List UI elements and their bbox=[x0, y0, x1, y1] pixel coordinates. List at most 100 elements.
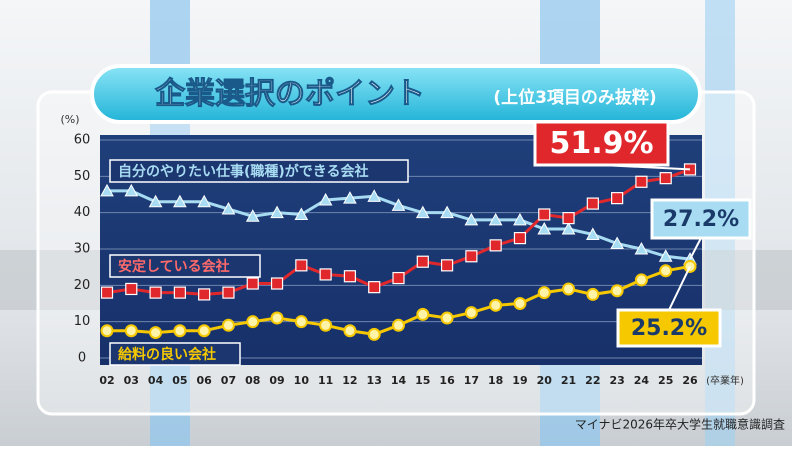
marker bbox=[440, 259, 454, 272]
marker bbox=[635, 175, 648, 188]
callout-pointer bbox=[689, 237, 702, 260]
x-tick-label: 26 bbox=[682, 374, 698, 387]
x-tick-label: 12 bbox=[342, 374, 357, 387]
y-tick-label: 20 bbox=[74, 278, 91, 293]
marker bbox=[585, 227, 600, 240]
marker bbox=[368, 281, 381, 294]
marker bbox=[415, 205, 430, 219]
marker bbox=[538, 208, 551, 221]
marker bbox=[197, 194, 212, 208]
chart-title: 企業選択のポイント bbox=[155, 77, 425, 112]
x-tick-label: 19 bbox=[512, 374, 527, 387]
marker bbox=[367, 327, 381, 341]
marker bbox=[416, 307, 430, 321]
marker bbox=[634, 241, 649, 255]
x-tick-label: 16 bbox=[439, 374, 455, 387]
marker bbox=[391, 198, 406, 211]
marker bbox=[221, 318, 235, 332]
callout-pointer bbox=[601, 164, 691, 171]
x-tick-label: 03 bbox=[124, 374, 139, 387]
x-tick-label: 05 bbox=[172, 374, 187, 387]
legend-box bbox=[109, 159, 409, 183]
y-tick-label: 30 bbox=[74, 242, 91, 257]
marker bbox=[659, 172, 672, 185]
x-tick-label: 21 bbox=[561, 374, 576, 387]
marker bbox=[221, 201, 236, 215]
legend-box bbox=[109, 342, 241, 366]
marker bbox=[246, 277, 259, 290]
marker bbox=[658, 249, 673, 262]
callout-box bbox=[650, 198, 752, 240]
callout-box bbox=[533, 120, 670, 167]
marker bbox=[343, 191, 357, 204]
marker bbox=[319, 318, 333, 332]
marker bbox=[537, 286, 551, 300]
marker bbox=[489, 298, 503, 312]
marker bbox=[295, 259, 308, 272]
y-unit: (%) bbox=[60, 113, 79, 126]
marker bbox=[173, 194, 187, 208]
marker bbox=[343, 324, 357, 338]
marker bbox=[513, 212, 527, 226]
x-tick-label: 08 bbox=[245, 374, 260, 387]
x-tick-label: 15 bbox=[415, 374, 430, 387]
x-tick-label: 24 bbox=[634, 374, 650, 387]
marker bbox=[611, 192, 624, 205]
y-tick-label: 50 bbox=[74, 169, 91, 184]
x-tick-label: 02 bbox=[99, 374, 114, 387]
x-tick-label: 14 bbox=[391, 374, 407, 387]
marker bbox=[222, 286, 235, 299]
marker bbox=[149, 286, 162, 299]
marker bbox=[197, 324, 211, 338]
title-pill bbox=[90, 64, 702, 124]
x-unit: (卒業年) bbox=[706, 374, 744, 387]
marker bbox=[319, 268, 332, 281]
y-tick-label: 10 bbox=[74, 314, 91, 329]
x-tick-label: 13 bbox=[367, 374, 382, 387]
marker bbox=[343, 270, 357, 283]
marker bbox=[148, 194, 163, 208]
y-tick-label: 40 bbox=[74, 205, 91, 220]
marker bbox=[513, 232, 527, 245]
marker bbox=[270, 277, 284, 290]
legend-box bbox=[109, 254, 261, 278]
callout-pointer bbox=[668, 266, 691, 311]
marker bbox=[124, 324, 138, 338]
marker bbox=[392, 318, 405, 332]
value-label: 51.9% bbox=[549, 126, 653, 161]
marker bbox=[294, 315, 308, 329]
marker bbox=[173, 324, 187, 338]
marker bbox=[245, 209, 260, 222]
x-tick-label: 09 bbox=[269, 374, 284, 387]
x-tick-label: 04 bbox=[148, 374, 164, 387]
marker bbox=[100, 324, 114, 338]
marker bbox=[634, 273, 648, 287]
marker bbox=[124, 183, 139, 197]
x-tick-label: 25 bbox=[658, 374, 673, 387]
source: マイナビ2026年卒大学生就職意識調査 bbox=[575, 417, 785, 432]
value-label: 25.2% bbox=[631, 316, 707, 341]
x-tick-label: 23 bbox=[609, 374, 624, 387]
chart-subtitle: (上位3項目のみ抜粋) bbox=[493, 87, 656, 108]
marker bbox=[464, 212, 479, 226]
marker bbox=[586, 197, 599, 210]
marker bbox=[464, 306, 478, 320]
marker bbox=[100, 286, 114, 299]
marker bbox=[125, 282, 138, 296]
marker bbox=[270, 205, 284, 219]
marker bbox=[318, 192, 333, 206]
x-tick-label: 07 bbox=[221, 374, 236, 387]
x-tick-label: 20 bbox=[537, 374, 553, 387]
marker bbox=[392, 271, 405, 285]
x-tick-label: 10 bbox=[294, 374, 310, 387]
marker bbox=[440, 311, 454, 325]
legend-label: 給料の良い会社 bbox=[118, 346, 216, 363]
marker bbox=[416, 255, 429, 268]
marker bbox=[562, 212, 575, 225]
marker bbox=[270, 311, 284, 325]
marker bbox=[659, 264, 673, 278]
x-tick-label: 18 bbox=[488, 374, 503, 387]
x-tick-label: 11 bbox=[318, 374, 333, 387]
